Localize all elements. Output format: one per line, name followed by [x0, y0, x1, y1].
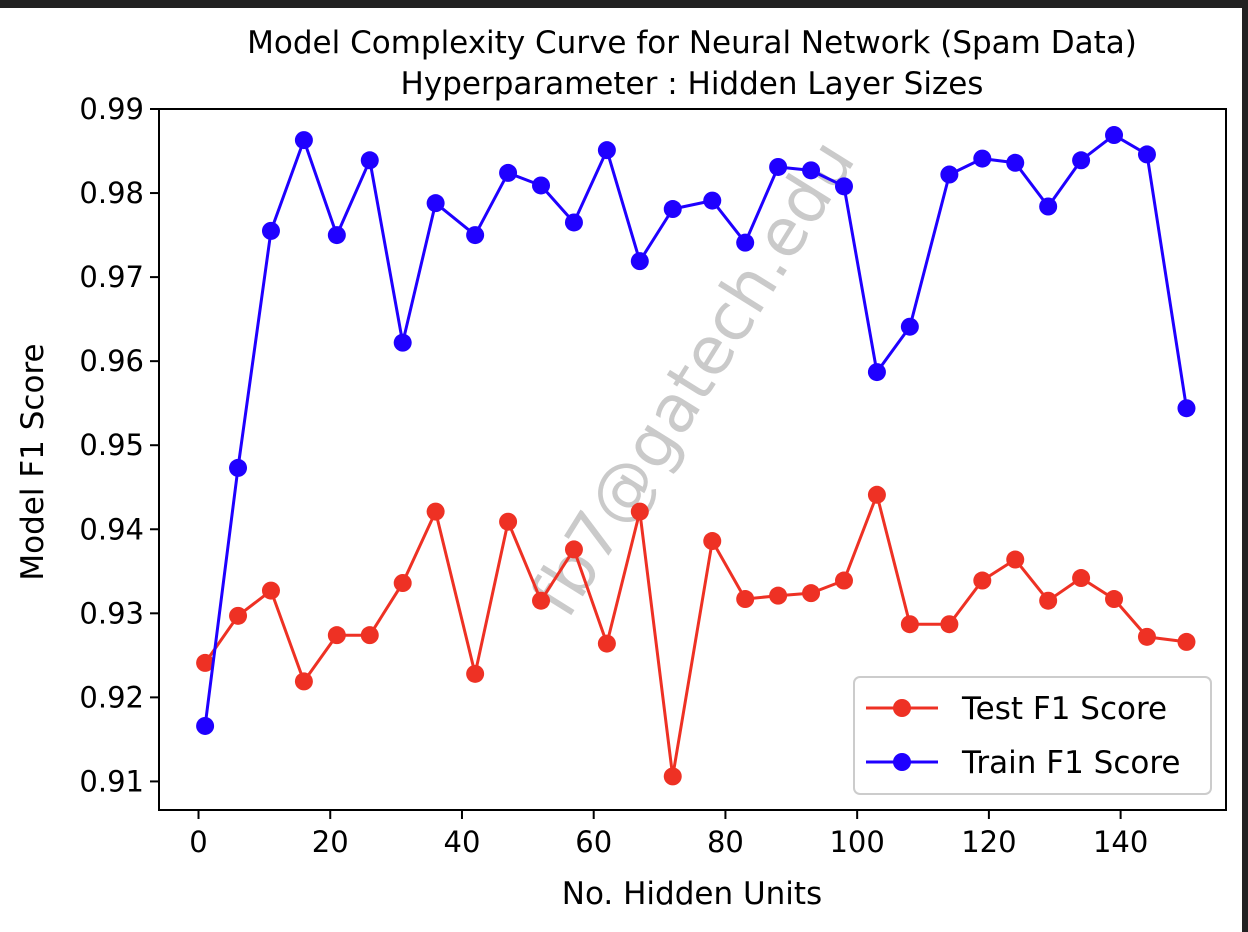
data-point-0 — [1137, 627, 1156, 646]
x-axis-label: No. Hidden Units — [562, 876, 822, 912]
data-point-0 — [229, 606, 248, 625]
y-tick-label: 0.91 — [79, 764, 144, 798]
data-point-1 — [1072, 151, 1091, 170]
data-point-1 — [426, 194, 445, 213]
x-tick-label: 140 — [1093, 825, 1148, 859]
data-point-1 — [769, 157, 788, 176]
axes-frame — [158, 108, 1227, 811]
data-point-1 — [1177, 399, 1196, 418]
data-point-0 — [1177, 632, 1196, 651]
data-point-0 — [261, 581, 280, 600]
x-tick-label: 100 — [829, 825, 884, 859]
data-point-1 — [703, 191, 722, 210]
data-point-1 — [867, 363, 886, 382]
data-point-0 — [663, 767, 682, 786]
data-point-0 — [973, 571, 992, 590]
y-tick-label: 0.93 — [79, 596, 144, 630]
data-point-0 — [769, 586, 788, 605]
data-point-1 — [564, 213, 583, 232]
x-tick-label: 20 — [312, 825, 349, 859]
data-point-1 — [294, 131, 313, 150]
data-point-0 — [1039, 591, 1058, 610]
data-point-1 — [630, 252, 649, 271]
data-point-0 — [360, 626, 379, 645]
data-point-0 — [393, 574, 412, 593]
y-tick-label: 0.94 — [79, 512, 144, 546]
data-point-0 — [900, 615, 919, 634]
data-point-0 — [466, 664, 485, 683]
data-point-0 — [802, 584, 821, 603]
y-axis: 0.91 0.92 0.93 0.94 0.95 0.96 0.97 0.98 0.99 — [79, 92, 159, 798]
data-point-0 — [1105, 590, 1124, 609]
data-point-0 — [703, 532, 722, 551]
chart-title: Model Complexity Curve for Neural Networ… — [247, 25, 1137, 61]
x-tick-label: 0 — [189, 825, 207, 859]
data-point-0 — [597, 634, 616, 653]
legend-label-train: Train F1 Score — [961, 745, 1180, 781]
data-point-1 — [196, 716, 215, 735]
data-point-1 — [940, 165, 959, 184]
data-point-0 — [426, 502, 445, 521]
data-point-0 — [867, 485, 886, 504]
y-axis-label: Model F1 Score — [15, 343, 51, 580]
data-point-1 — [663, 200, 682, 219]
y-tick-label: 0.99 — [79, 92, 144, 126]
data-point-1 — [597, 141, 616, 160]
data-point-1 — [1137, 145, 1156, 164]
series-line-1 — [203, 133, 1188, 727]
data-point-0 — [834, 571, 853, 590]
legend-box — [853, 676, 1212, 795]
data-point-0 — [940, 615, 959, 634]
legend-marker-train — [893, 753, 911, 771]
data-point-1 — [532, 176, 551, 195]
data-point-1 — [229, 458, 248, 477]
data-point-0 — [1072, 569, 1091, 588]
x-tick-label: 40 — [444, 825, 481, 859]
data-point-0 — [294, 672, 313, 691]
data-point-0 — [499, 512, 518, 531]
series-group — [196, 126, 1196, 786]
legend-label-test: Test F1 Score — [961, 691, 1167, 727]
data-point-1 — [393, 333, 412, 352]
data-point-1 — [973, 149, 992, 168]
y-tick-label: 0.92 — [79, 680, 144, 714]
x-tick-label: 120 — [961, 825, 1016, 859]
x-tick-label: 80 — [707, 825, 744, 859]
data-point-1 — [1039, 197, 1058, 216]
data-point-0 — [327, 626, 346, 645]
data-point-1 — [499, 163, 518, 182]
x-tick-label: 60 — [575, 825, 612, 859]
data-point-1 — [1105, 126, 1124, 145]
data-point-0 — [532, 591, 551, 610]
data-point-0 — [630, 502, 649, 521]
data-point-1 — [261, 221, 280, 240]
y-tick-label: 0.95 — [79, 428, 144, 462]
legend: Test F1 Score Train F1 Score — [853, 676, 1212, 795]
data-point-1 — [900, 317, 919, 336]
data-point-1 — [466, 226, 485, 245]
data-point-0 — [564, 540, 583, 559]
data-point-1 — [802, 161, 821, 180]
y-tick-label: 0.97 — [79, 260, 144, 294]
y-tick-label: 0.98 — [79, 176, 144, 210]
x-axis: 0 20 40 60 80 100 120 140 — [189, 810, 1148, 859]
y-tick-label: 0.96 — [79, 344, 144, 378]
data-point-1 — [327, 226, 346, 245]
data-point-1 — [834, 177, 853, 196]
data-point-1 — [360, 151, 379, 170]
data-point-1 — [1006, 153, 1025, 172]
data-point-0 — [1006, 550, 1025, 569]
data-point-1 — [736, 233, 755, 252]
legend-marker-test — [893, 699, 911, 717]
data-point-0 — [736, 590, 755, 609]
data-point-0 — [196, 653, 215, 672]
chart-subtitle: Hyperparameter : Hidden Layer Sizes — [401, 66, 984, 102]
